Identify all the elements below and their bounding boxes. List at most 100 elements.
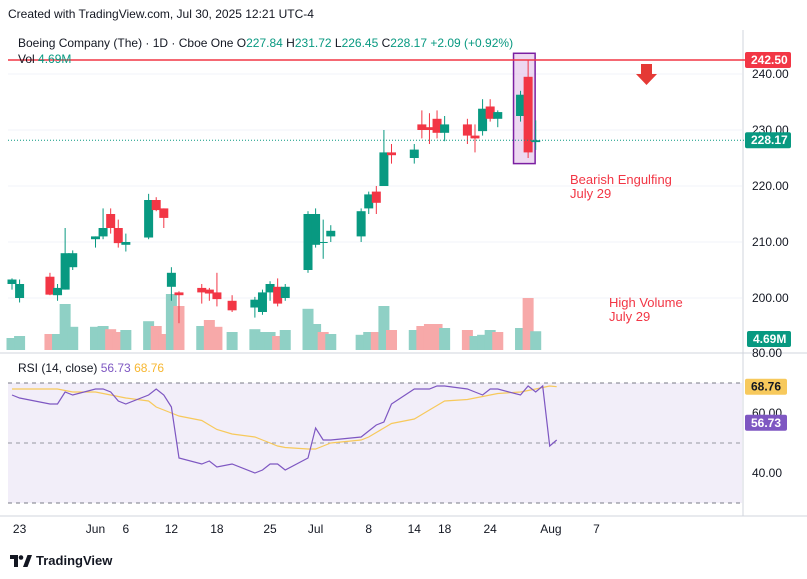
- candle-body: [409, 149, 419, 158]
- volume-bar: [59, 304, 71, 350]
- volume-bar: [461, 330, 473, 350]
- rsi-ma-badge-label: 68.76: [751, 380, 781, 394]
- candle-body: [250, 299, 260, 308]
- time-tick-label: 12: [165, 522, 179, 536]
- time-tick-label: 18: [438, 522, 452, 536]
- candle-body: [257, 292, 267, 312]
- resistance-price-badge: [745, 52, 791, 68]
- candle-body: [7, 279, 17, 284]
- volume-bar: [105, 329, 117, 350]
- rsi-value: 56.73: [100, 361, 131, 375]
- footer-brand[interactable]: TradingView: [10, 553, 112, 568]
- candle-body: [440, 124, 450, 133]
- candle-body: [516, 94, 526, 116]
- volume-bar: [355, 334, 367, 350]
- candle-body: [371, 191, 381, 203]
- volume-bar: [6, 338, 18, 350]
- open-value: 227.84: [246, 36, 283, 50]
- price-tick-label: 200.00: [752, 291, 789, 305]
- volume-bar: [423, 324, 435, 350]
- volume-bars: [6, 294, 542, 350]
- volume-bar: [256, 332, 268, 350]
- candle-body: [174, 292, 184, 296]
- candle-body: [280, 286, 290, 298]
- candle-body: [424, 127, 434, 130]
- volume-bar: [44, 334, 56, 350]
- low-label: L: [334, 36, 342, 50]
- candle-body: [379, 152, 389, 186]
- rsi-badge-label: 56.73: [751, 416, 781, 430]
- rsi-line: [11, 384, 558, 474]
- candle-body: [121, 242, 131, 245]
- rsi-badge: [745, 414, 787, 431]
- volume-bar: [120, 330, 132, 350]
- volume-bar: [150, 326, 162, 350]
- volume-bar: [469, 336, 481, 350]
- candle-body: [432, 118, 442, 133]
- price-tick-label: 220.00: [752, 179, 789, 193]
- volume-bar: [143, 321, 155, 350]
- candle-body: [318, 242, 328, 243]
- volume-bar: [530, 331, 542, 350]
- candle-body: [113, 228, 123, 244]
- candle-body: [364, 194, 374, 209]
- rsi-tick-label: 40.00: [752, 466, 782, 480]
- volume-bar: [14, 336, 26, 350]
- volume-bar: [492, 332, 504, 350]
- volume-bar: [522, 298, 534, 350]
- change-value: +2.09 (+0.92%): [430, 36, 514, 50]
- candle-body: [151, 200, 161, 211]
- volume-bar: [310, 324, 322, 350]
- candle-body: [311, 214, 321, 245]
- created-header: Created with TradingView.com, Jul 30, 20…: [8, 7, 314, 21]
- volume-bar: [431, 324, 443, 350]
- volume-bar: [165, 294, 177, 350]
- time-tick-label: 8: [365, 522, 372, 536]
- price-tick-label: 240.00: [752, 67, 789, 81]
- price-tick-label: 210.00: [752, 235, 789, 249]
- rsi-legend: RSI (14, close) 56.73 68.76: [18, 361, 164, 375]
- candle-body: [265, 284, 275, 293]
- volume-bar: [363, 332, 375, 350]
- rsi-pane: [8, 382, 742, 504]
- volume-bar: [439, 328, 451, 350]
- volume-bar: [226, 332, 238, 350]
- time-tick-label: Aug: [540, 522, 561, 536]
- candle-body: [493, 112, 503, 119]
- volume-bar: [386, 330, 397, 350]
- candle-body: [303, 214, 313, 270]
- volume-value: 4.69M: [38, 52, 72, 66]
- low-value: 226.45: [341, 36, 379, 50]
- last-price-label: 228.17: [751, 133, 788, 147]
- volume-bar: [173, 306, 185, 350]
- volume-bar: [97, 326, 109, 350]
- candle-body: [98, 228, 108, 237]
- time-tick-label: Jul: [308, 522, 323, 536]
- candle-body: [523, 76, 533, 153]
- volume-bar: [203, 320, 215, 350]
- candle-body: [470, 135, 480, 139]
- volume-legend: Vol 4.69M: [18, 52, 71, 66]
- bearish-engulfing-label: Bearish Engulfing: [570, 172, 672, 187]
- volume-bar: [515, 328, 527, 350]
- volume-bar: [325, 334, 337, 350]
- candle-body: [53, 287, 63, 296]
- volume-bar: [477, 334, 489, 350]
- candle-body: [15, 284, 25, 298]
- close-label: C: [381, 36, 391, 50]
- candle-body: [212, 292, 222, 300]
- time-tick-label: 14: [408, 522, 422, 536]
- volume-badge-label: 4.69M: [753, 332, 786, 346]
- candle-body: [60, 253, 70, 290]
- high-volume-date: July 29: [609, 309, 650, 324]
- axes: 200.00210.00220.00230.00240.00242.50228.…: [13, 52, 791, 536]
- candle-body: [45, 276, 55, 295]
- close-value: 228.17: [390, 36, 427, 50]
- candle-body: [478, 108, 488, 132]
- rsi-label: RSI (14, close): [18, 361, 98, 375]
- candle-body: [273, 286, 283, 304]
- candle-body: [326, 230, 336, 237]
- volume-bar: [416, 326, 428, 350]
- candle-body: [204, 289, 214, 294]
